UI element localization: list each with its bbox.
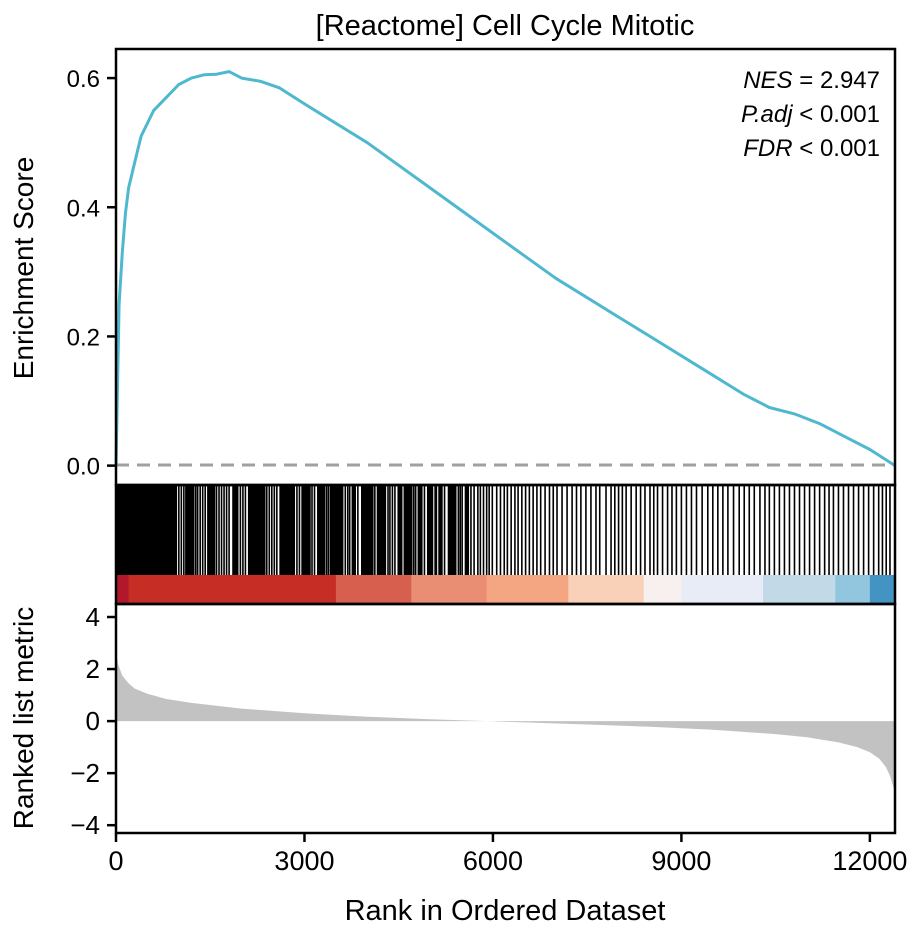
y-axis-label-ranked: Ranked list metric xyxy=(8,607,39,830)
x-tick-label: 0 xyxy=(108,846,123,876)
heat-band-segment xyxy=(116,575,130,604)
y-tick-label: −4 xyxy=(70,810,100,840)
hit-cluster xyxy=(447,486,457,575)
x-tick-label: 6000 xyxy=(463,846,523,876)
x-axis: 0 3000 6000 9000 12000 xyxy=(108,833,907,876)
ranked-metric-panel: −4 −2 0 2 4 Ranked list metric xyxy=(8,602,897,840)
heat-band-segment xyxy=(568,575,645,604)
hit-cluster xyxy=(397,486,403,575)
y-tick-label: 0.4 xyxy=(67,195,100,222)
hits-panel xyxy=(114,483,897,606)
hit-cluster xyxy=(329,486,344,575)
x-tick-label: 12000 xyxy=(832,846,907,876)
x-tick-label: 3000 xyxy=(274,846,334,876)
y-tick-label: −2 xyxy=(70,758,100,788)
hit-cluster xyxy=(317,486,326,575)
ranked-metric-area xyxy=(116,650,895,793)
y-axis-label-enrichment: Enrichment Score xyxy=(8,157,39,380)
hit-cluster xyxy=(301,486,311,575)
hit-cluster xyxy=(185,486,195,575)
heat-band-segment xyxy=(869,575,896,604)
heat-band-segment xyxy=(335,575,412,604)
hit-cluster xyxy=(279,486,296,575)
y-tick-label: 0.6 xyxy=(67,66,100,93)
x-tick-label: 9000 xyxy=(651,846,711,876)
hit-cluster xyxy=(116,486,176,575)
y-tick-label: 0 xyxy=(86,706,100,736)
heat-band-segment xyxy=(835,575,871,604)
y-tick-label: 0.2 xyxy=(67,324,100,351)
hit-cluster xyxy=(232,486,239,575)
padj-stat: P.adj < 0.001 xyxy=(741,101,880,128)
y-tick-label: 0.0 xyxy=(67,454,100,481)
heat-band-segment xyxy=(486,575,569,604)
chart-title: [Reactome] Cell Cycle Mitotic xyxy=(316,10,695,42)
hit-cluster xyxy=(426,486,434,575)
enrichment-score-line xyxy=(114,70,896,467)
heat-band-segment xyxy=(128,575,337,604)
y-tick-label: 2 xyxy=(86,654,100,684)
y-tick-label: 4 xyxy=(86,602,100,632)
heat-band-segment xyxy=(411,575,488,604)
enrichment-score-panel: 0.0 0.2 0.4 0.6 Enrichment Score NES = 2.94… xyxy=(8,47,897,487)
heat-band-segment xyxy=(763,575,836,604)
hit-cluster xyxy=(207,486,216,575)
heat-band-segment xyxy=(643,575,682,604)
hit-cluster xyxy=(361,486,374,575)
hit-cluster xyxy=(404,486,413,575)
fdr-stat: FDR < 0.001 xyxy=(743,135,880,162)
ranked-panel-frame xyxy=(114,602,897,835)
hit-cluster xyxy=(438,486,443,575)
nes-stat: NES = 2.947 xyxy=(743,67,880,94)
hit-cluster xyxy=(351,486,356,575)
x-axis-label: Rank in Ordered Dataset xyxy=(345,895,666,927)
hit-cluster xyxy=(464,486,470,575)
hit-cluster xyxy=(376,486,387,575)
heat-band-segment xyxy=(681,575,764,604)
hit-cluster xyxy=(417,486,423,575)
hit-cluster xyxy=(247,486,266,575)
